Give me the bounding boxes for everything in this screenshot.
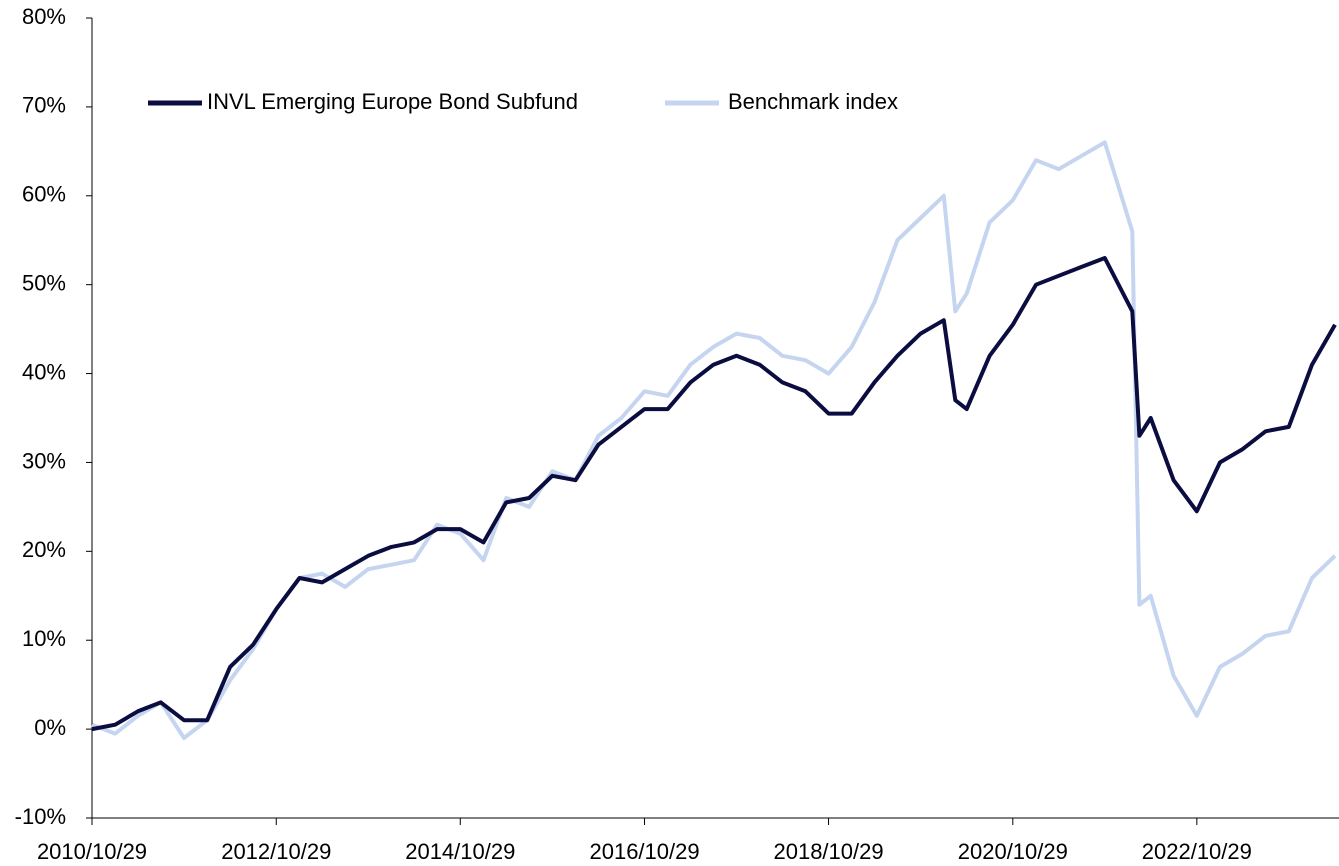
- x-tick-label: 2022/10/29: [1142, 839, 1252, 864]
- y-tick-label: 10%: [22, 626, 66, 651]
- x-tick-label: 2012/10/29: [221, 839, 331, 864]
- x-tick-label: 2010/10/29: [37, 839, 147, 864]
- y-tick-label: 60%: [22, 182, 66, 207]
- x-tick-label: 2018/10/29: [773, 839, 883, 864]
- y-tick-label: 50%: [22, 270, 66, 295]
- y-tick-label: 80%: [22, 4, 66, 29]
- x-tick-label: 2016/10/29: [589, 839, 699, 864]
- legend-label: INVL Emerging Europe Bond Subfund: [207, 89, 578, 114]
- line-series: [91, 256, 1337, 732]
- y-tick-label: -10%: [15, 804, 66, 829]
- x-tick-label: 2020/10/29: [958, 839, 1068, 864]
- legend-label: Benchmark index: [728, 89, 898, 114]
- x-tick-label: 2014/10/29: [405, 839, 515, 864]
- y-tick-label: 20%: [22, 537, 66, 562]
- y-tick-label: 40%: [22, 359, 66, 384]
- y-tick-label: 30%: [22, 448, 66, 473]
- line-series: [91, 140, 1337, 740]
- y-tick-label: 0%: [34, 715, 66, 740]
- y-tick-label: 70%: [22, 93, 66, 118]
